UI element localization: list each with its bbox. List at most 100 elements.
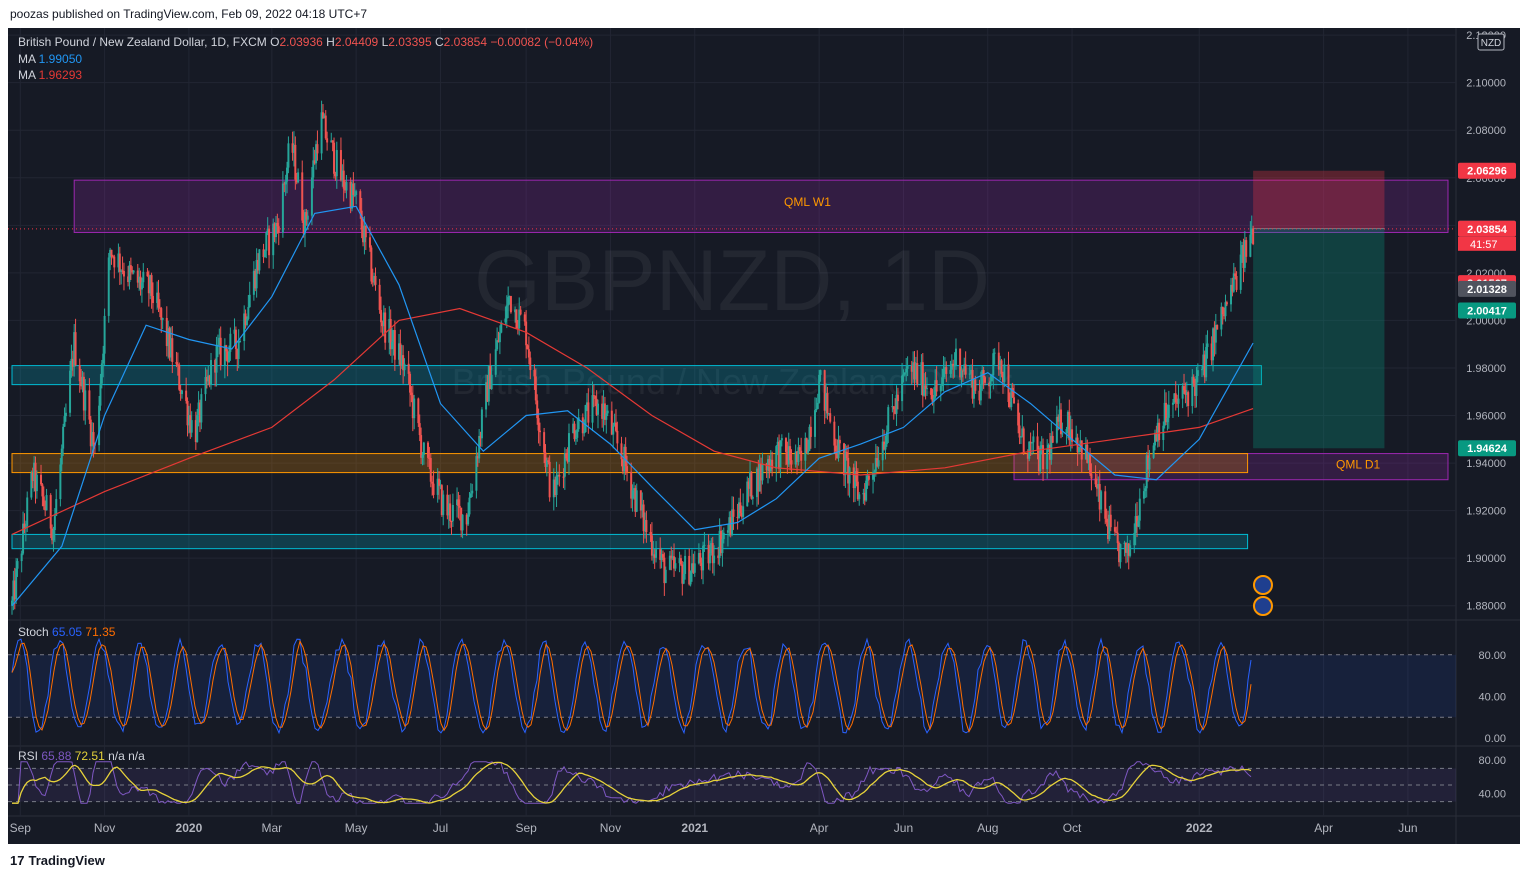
candle-body [684, 555, 687, 574]
tradingview-logo[interactable]: 17 TradingView [10, 853, 105, 868]
candle-body [120, 270, 123, 272]
candle-body [819, 370, 822, 375]
candle-body [140, 282, 143, 290]
chart-area[interactable]: Sep Nov 2020 Mar May Jul Sep Nov 2021 Apr Jun Aug Oc… [8, 28, 1520, 844]
candle-body [798, 447, 801, 451]
candle-body [304, 212, 307, 234]
candle-body [650, 535, 653, 556]
candle-body [789, 446, 792, 461]
candle-body [1231, 284, 1234, 292]
candle-body [749, 471, 752, 489]
candle-body [129, 265, 132, 271]
candle-body [205, 377, 208, 382]
candle-body [331, 140, 334, 143]
candle-body [970, 369, 973, 374]
candle-body [421, 454, 424, 458]
candle-body [179, 389, 182, 395]
candle-body [226, 351, 229, 363]
candle-body [644, 520, 647, 532]
candle-body [536, 400, 539, 419]
candle-body [595, 398, 598, 415]
candle-body [156, 292, 159, 304]
candle-body [1069, 429, 1072, 441]
candle-body [930, 388, 933, 395]
candle-body [807, 450, 810, 453]
candle-body [1191, 376, 1194, 407]
candle-body [263, 250, 266, 258]
candle-body [198, 402, 201, 423]
candle-body [981, 370, 984, 386]
candle-body [276, 222, 279, 227]
candle-body [440, 485, 443, 515]
candle-body [516, 328, 519, 330]
candle-body [901, 375, 904, 402]
candle-body [527, 349, 530, 358]
candle-body [450, 521, 453, 523]
candle-body [237, 341, 240, 359]
candle-body [313, 160, 316, 164]
candle-body [500, 322, 503, 333]
candle-body [136, 270, 139, 283]
candle-body [847, 457, 850, 484]
candle-body [277, 226, 280, 233]
candle-body [1225, 302, 1228, 305]
candle-body [1126, 543, 1129, 553]
candle-body [978, 390, 981, 401]
candle-body [333, 142, 336, 174]
candle-body [489, 366, 492, 390]
currency-badge: NZD [1481, 38, 1502, 49]
candle-body [15, 568, 18, 600]
stoch-legend: Stoch 65.05 71.35 [18, 625, 116, 639]
candle-body [816, 402, 819, 409]
candle-body [874, 458, 877, 472]
candle-body [142, 271, 145, 283]
candle-body [146, 271, 149, 277]
candle-body [402, 355, 405, 371]
candle-body [892, 406, 895, 410]
candle-body [1147, 455, 1150, 470]
candle-body [562, 476, 565, 478]
candle-body [935, 380, 938, 392]
candle-body [796, 451, 799, 463]
watermark-symbol: GBPNZD, 1D [474, 233, 990, 329]
candle-body [1057, 416, 1060, 422]
candle-body [1048, 444, 1051, 460]
chart-canvas[interactable]: Sep Nov 2020 Mar May Jul Sep Nov 2021 Apr Jun Aug Oc… [8, 28, 1520, 844]
candles-group [11, 100, 1255, 615]
time-tick-label: Apr [1314, 821, 1333, 835]
candle-body [809, 426, 812, 437]
candle-body [614, 422, 617, 431]
candle-body [16, 561, 19, 569]
candle-body [736, 516, 739, 519]
candle-body [713, 555, 716, 564]
candle-body [771, 459, 774, 469]
candle-body [591, 395, 594, 423]
candle-body [247, 307, 250, 319]
candle-body [485, 382, 488, 410]
candle-body [971, 369, 974, 399]
time-tick-label: Nov [94, 821, 115, 835]
candle-body [1061, 433, 1064, 435]
candle-body [1086, 444, 1089, 463]
candle-body [1148, 457, 1151, 470]
candle-body [747, 481, 750, 489]
candle-body [920, 362, 923, 385]
candle-body [49, 495, 52, 529]
candle-body [176, 364, 179, 366]
candle-body [529, 357, 532, 371]
candle-body [403, 363, 406, 371]
candle-body [438, 478, 441, 486]
candle-body [896, 394, 899, 402]
candle-body [587, 402, 590, 423]
time-tick-label: 2021 [681, 821, 708, 835]
candle-body [207, 375, 210, 382]
candle-body [827, 413, 830, 415]
candle-body [80, 381, 83, 387]
candle-body [673, 556, 676, 569]
candle-body [597, 403, 600, 415]
candle-body [59, 464, 62, 500]
price-label-bg [1458, 280, 1516, 297]
candle-body [370, 247, 373, 282]
candle-body [784, 438, 787, 452]
candle-body [941, 377, 944, 386]
